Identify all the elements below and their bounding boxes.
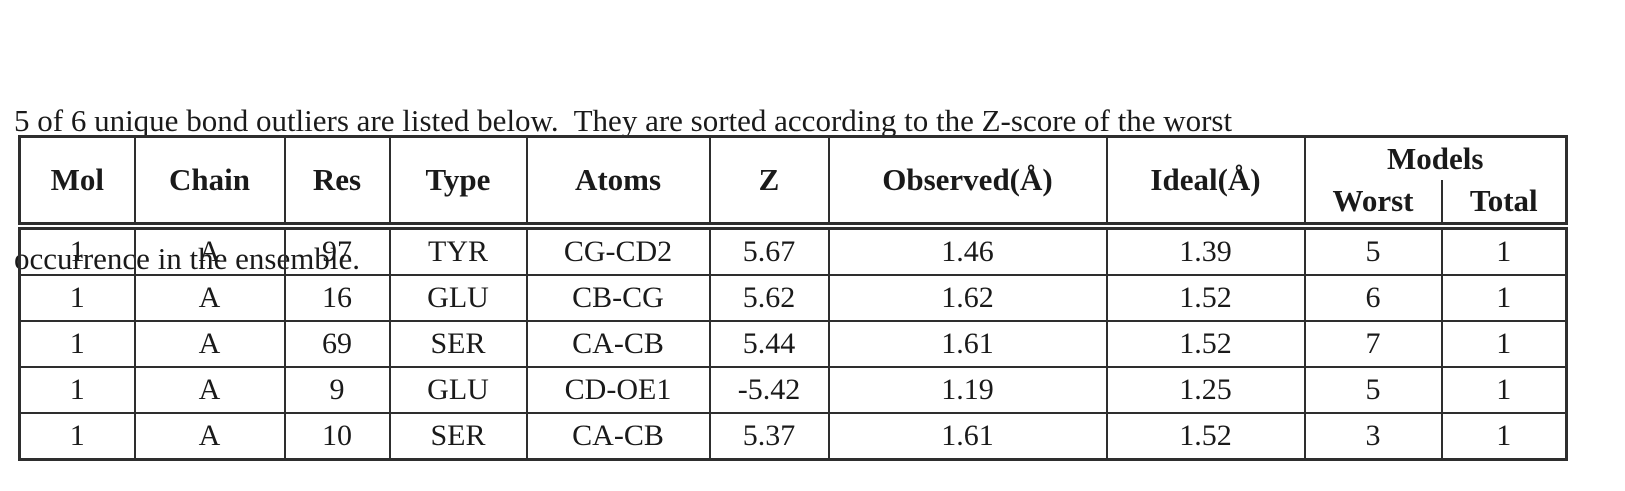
cell-mol: 1	[18, 274, 136, 322]
header-mol: Mol	[18, 135, 136, 230]
cell-z: 5.37	[708, 412, 830, 461]
cell-chain: A	[133, 412, 286, 461]
header-atoms: Atoms	[525, 135, 711, 230]
header-chain: Chain	[133, 135, 286, 230]
header-observed: Observed(Å)	[827, 135, 1108, 230]
cell-atoms: CA-CB	[525, 320, 711, 368]
cell-z: 5.44	[708, 320, 830, 368]
header-models: Models	[1303, 135, 1568, 180]
cell-type: GLU	[388, 366, 528, 414]
cell-worst: 5	[1303, 366, 1443, 414]
cell-chain: A	[133, 274, 286, 322]
cell-worst: 3	[1303, 412, 1443, 461]
header-z: Z	[708, 135, 830, 230]
cell-mol: 1	[18, 366, 136, 414]
table-row: 1 A 9 GLU CD-OE1 -5.42 1.19 1.25 5 1	[18, 366, 1568, 414]
cell-type: SER	[388, 320, 528, 368]
caption-line-1: 5 of 6 unique bond outliers are listed b…	[14, 103, 1233, 138]
cell-total: 1	[1440, 412, 1568, 461]
header-row-main: Mol Chain Res Type Atoms Z Observed(Å) I…	[18, 135, 1568, 230]
cell-res: 69	[283, 320, 391, 368]
cell-observed: 1.62	[827, 274, 1108, 322]
table-row: 1 A 10 SER CA-CB 5.37 1.61 1.52 3 1	[18, 412, 1568, 461]
header-worst: Worst	[1303, 180, 1443, 230]
cell-worst: 6	[1303, 274, 1443, 322]
cell-chain: A	[133, 225, 286, 276]
header-res: Res	[283, 135, 391, 230]
cell-atoms: CD-OE1	[525, 366, 711, 414]
table-row: 1 A 69 SER CA-CB 5.44 1.61 1.52 7 1	[18, 320, 1568, 368]
table-row: 1 A 16 GLU CB-CG 5.62 1.62 1.52 6 1	[18, 274, 1568, 322]
cell-mol: 1	[18, 412, 136, 461]
table-row: 1 A 97 TYR CG-CD2 5.67 1.46 1.39 5 1	[18, 225, 1568, 276]
cell-observed: 1.61	[827, 412, 1108, 461]
header-row-sub: Worst Total	[20, 180, 1568, 230]
cell-res: 9	[283, 366, 391, 414]
cell-total: 1	[1440, 225, 1568, 276]
header-ideal: Ideal(Å)	[1105, 135, 1306, 230]
cell-mol: 1	[18, 225, 136, 276]
cell-total: 1	[1440, 320, 1568, 368]
cell-total: 1	[1440, 366, 1568, 414]
header-type: Type	[388, 135, 528, 230]
cell-ideal: 1.39	[1105, 225, 1306, 276]
cell-worst: 7	[1303, 320, 1443, 368]
cell-res: 10	[283, 412, 391, 461]
cell-worst: 5	[1303, 225, 1443, 276]
cell-ideal: 1.25	[1105, 366, 1306, 414]
header-total: Total	[1440, 180, 1568, 230]
cell-type: GLU	[388, 274, 528, 322]
cell-atoms: CB-CG	[525, 274, 711, 322]
cell-z: 5.62	[708, 274, 830, 322]
cell-type: SER	[388, 412, 528, 461]
cell-atoms: CA-CB	[525, 412, 711, 461]
cell-observed: 1.46	[827, 225, 1108, 276]
cell-type: TYR	[388, 225, 528, 276]
cell-observed: 1.19	[827, 366, 1108, 414]
cell-res: 16	[283, 274, 391, 322]
cell-z: -5.42	[708, 366, 830, 414]
cell-chain: A	[133, 366, 286, 414]
cell-atoms: CG-CD2	[525, 225, 711, 276]
cell-chain: A	[133, 320, 286, 368]
cell-observed: 1.61	[827, 320, 1108, 368]
cell-ideal: 1.52	[1105, 320, 1306, 368]
table-body: 1 A 97 TYR CG-CD2 5.67 1.46 1.39 5 1 1 A…	[18, 225, 1568, 461]
bond-outliers-table: Mol Chain Res Type Atoms Z Observed(Å) I…	[18, 135, 1568, 461]
cell-z: 5.67	[708, 225, 830, 276]
cell-ideal: 1.52	[1105, 412, 1306, 461]
cell-total: 1	[1440, 274, 1568, 322]
table-header: Mol Chain Res Type Atoms Z Observed(Å) I…	[18, 135, 1568, 230]
cell-ideal: 1.52	[1105, 274, 1306, 322]
cell-res: 97	[283, 225, 391, 276]
cell-mol: 1	[18, 320, 136, 368]
